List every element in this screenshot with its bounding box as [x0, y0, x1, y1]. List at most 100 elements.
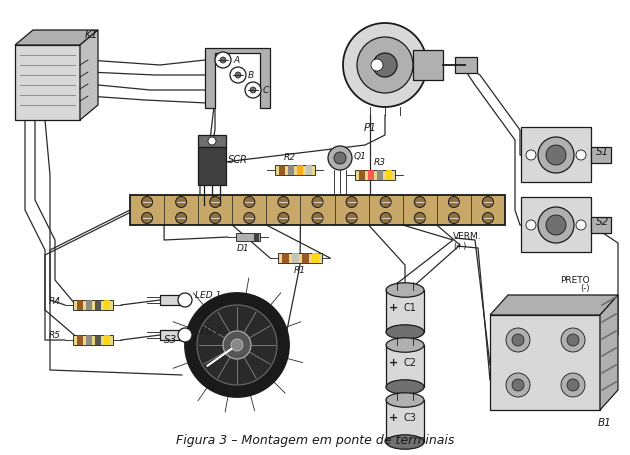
- Circle shape: [244, 197, 255, 207]
- Bar: [455, 57, 477, 73]
- Circle shape: [380, 197, 391, 207]
- Bar: [86, 335, 92, 345]
- Circle shape: [230, 67, 246, 83]
- Bar: [73, 335, 113, 345]
- Circle shape: [415, 197, 425, 207]
- Circle shape: [506, 328, 530, 352]
- Circle shape: [197, 305, 277, 385]
- Circle shape: [561, 328, 585, 352]
- Circle shape: [346, 212, 357, 223]
- Circle shape: [220, 57, 226, 63]
- Circle shape: [483, 212, 493, 223]
- Bar: [386, 290, 424, 332]
- Bar: [386, 170, 392, 180]
- Circle shape: [244, 212, 255, 223]
- Circle shape: [373, 53, 397, 77]
- Bar: [386, 345, 424, 387]
- Circle shape: [512, 379, 524, 391]
- Circle shape: [415, 212, 425, 223]
- Text: P1: P1: [364, 123, 377, 133]
- Circle shape: [142, 197, 152, 207]
- Text: B1: B1: [598, 418, 612, 428]
- Circle shape: [546, 215, 566, 235]
- Circle shape: [250, 87, 256, 93]
- Ellipse shape: [178, 293, 192, 307]
- Ellipse shape: [178, 328, 192, 342]
- Circle shape: [142, 212, 152, 223]
- Circle shape: [526, 150, 536, 160]
- Polygon shape: [15, 30, 98, 45]
- Bar: [282, 253, 289, 263]
- Bar: [368, 170, 374, 180]
- Circle shape: [215, 52, 231, 68]
- Bar: [302, 253, 309, 263]
- Text: SCR: SCR: [228, 155, 248, 165]
- Text: +: +: [389, 358, 399, 368]
- Text: S1: S1: [596, 147, 609, 157]
- Circle shape: [512, 334, 524, 346]
- Circle shape: [176, 212, 186, 223]
- Bar: [73, 300, 113, 310]
- Polygon shape: [205, 48, 270, 108]
- Text: C1: C1: [404, 303, 416, 313]
- Text: LED 2: LED 2: [195, 327, 221, 335]
- Bar: [386, 400, 424, 442]
- Circle shape: [449, 197, 459, 207]
- Bar: [359, 170, 365, 180]
- Circle shape: [371, 59, 383, 71]
- Text: +: +: [389, 413, 399, 423]
- Circle shape: [245, 82, 261, 98]
- Bar: [288, 165, 294, 175]
- Bar: [198, 147, 226, 185]
- Circle shape: [328, 146, 352, 170]
- Text: Q1: Q1: [354, 152, 367, 161]
- Text: K1: K1: [85, 30, 98, 40]
- Bar: [521, 197, 591, 252]
- Bar: [95, 300, 101, 310]
- Circle shape: [538, 207, 574, 243]
- Circle shape: [231, 339, 243, 351]
- Bar: [521, 127, 591, 182]
- Bar: [279, 165, 285, 175]
- Text: C2: C2: [403, 358, 416, 368]
- Bar: [278, 253, 322, 263]
- Circle shape: [561, 373, 585, 397]
- Text: LED 1: LED 1: [195, 292, 221, 300]
- Text: +: +: [389, 303, 399, 313]
- Circle shape: [449, 212, 459, 223]
- Circle shape: [538, 137, 574, 173]
- Text: S3: S3: [164, 335, 177, 345]
- Bar: [160, 330, 185, 340]
- Polygon shape: [15, 45, 80, 120]
- Circle shape: [357, 37, 413, 93]
- Ellipse shape: [386, 283, 424, 297]
- Circle shape: [346, 197, 357, 207]
- Circle shape: [380, 212, 391, 223]
- Bar: [312, 253, 319, 263]
- Text: R1: R1: [294, 266, 306, 275]
- Circle shape: [506, 373, 530, 397]
- Circle shape: [334, 152, 346, 164]
- Text: B: B: [248, 71, 254, 80]
- Text: R5: R5: [49, 332, 61, 340]
- Circle shape: [235, 72, 241, 78]
- Circle shape: [185, 293, 289, 397]
- Circle shape: [278, 212, 289, 223]
- Bar: [275, 165, 315, 175]
- Bar: [355, 170, 395, 180]
- Circle shape: [567, 334, 579, 346]
- Text: R3: R3: [374, 158, 386, 167]
- Polygon shape: [600, 295, 618, 410]
- Circle shape: [567, 379, 579, 391]
- Text: C: C: [263, 86, 269, 95]
- Polygon shape: [490, 315, 600, 410]
- Ellipse shape: [386, 435, 424, 449]
- Circle shape: [576, 220, 586, 230]
- Text: C3: C3: [404, 413, 416, 423]
- Bar: [377, 170, 383, 180]
- Bar: [77, 300, 83, 310]
- Text: VERM.: VERM.: [453, 232, 481, 241]
- Bar: [77, 335, 83, 345]
- Circle shape: [223, 331, 251, 359]
- Bar: [297, 165, 303, 175]
